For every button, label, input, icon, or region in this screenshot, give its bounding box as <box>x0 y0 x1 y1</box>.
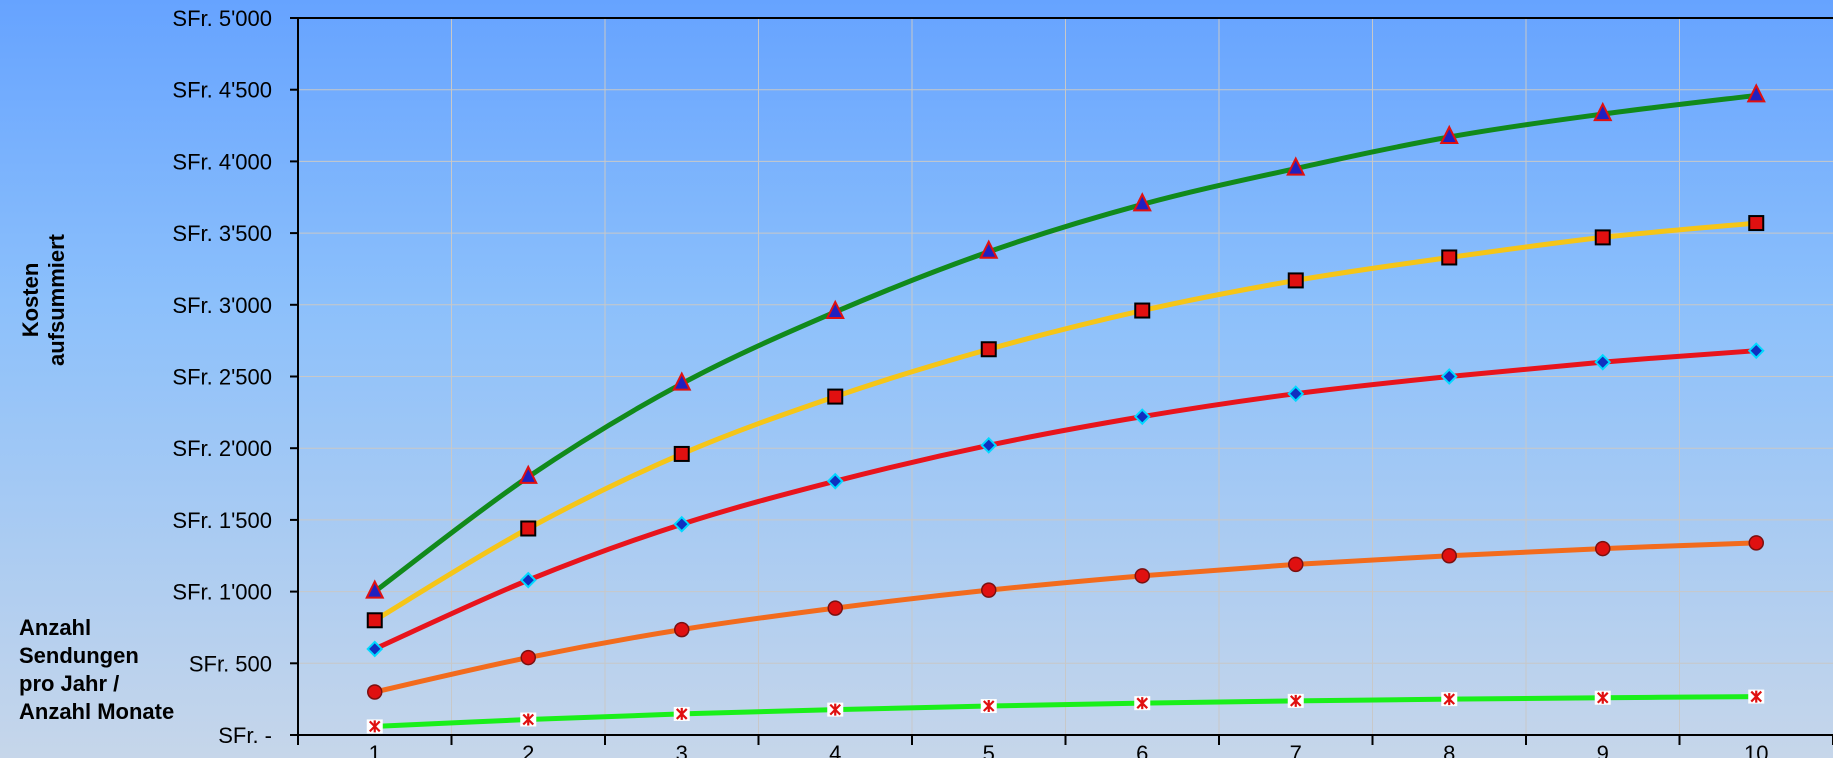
y-tick-label: SFr. 3'500 <box>172 221 272 246</box>
y-tick-label: SFr. 500 <box>189 651 272 676</box>
data-point <box>1596 691 1609 704</box>
data-point <box>366 612 383 629</box>
grid <box>298 17 1833 735</box>
y-tick-label: SFr. - <box>218 723 272 748</box>
x-tick-label: 8 <box>1443 741 1455 758</box>
data-point <box>1750 690 1763 703</box>
data-point <box>980 341 997 358</box>
data-point <box>520 649 536 666</box>
data-point <box>1133 408 1151 426</box>
x-axis-ticks: 1 2 3 4 5 6 7 8 9 10 <box>297 735 1833 758</box>
data-point <box>1593 101 1613 122</box>
data-point <box>365 579 385 599</box>
x-tick-label: 3 <box>676 741 688 758</box>
data-point <box>826 472 844 490</box>
data-point <box>827 388 844 405</box>
series-line <box>372 694 1759 729</box>
data-point <box>1443 693 1456 706</box>
data-point <box>1441 548 1457 564</box>
x-tick-label: 7 <box>1290 741 1302 758</box>
data-point <box>825 299 845 319</box>
y-tick-label: SFr. 2'000 <box>172 436 272 461</box>
series-5 <box>366 689 1765 734</box>
series-line <box>372 220 1759 623</box>
x-tick-label: 5 <box>983 741 995 758</box>
y-tick-label: SFr. 5'000 <box>172 6 272 31</box>
data-point <box>1287 272 1304 289</box>
data-point <box>827 600 843 616</box>
data-point <box>1595 540 1611 557</box>
data-point <box>1287 385 1305 403</box>
series-4 <box>367 535 1764 700</box>
y-tick-label: SFr. 3'000 <box>172 293 272 318</box>
x-axis-title: Anzahl Sendungen pro Jahr / Anzahl Monat… <box>19 615 175 724</box>
series-1 <box>365 83 1766 599</box>
x-tick-label: 6 <box>1136 741 1148 758</box>
y-tick-label: SFr. 2'500 <box>172 365 272 390</box>
data-point <box>673 445 690 462</box>
data-point <box>518 464 538 484</box>
data-point <box>366 640 384 658</box>
series-2 <box>366 215 1765 629</box>
series-group <box>365 83 1766 734</box>
data-point <box>1439 124 1459 145</box>
y-tick-label: SFr. 1'500 <box>172 508 272 533</box>
data-point <box>981 582 997 598</box>
y-tick-label: SFr. 4'000 <box>172 149 272 174</box>
series-line <box>372 540 1759 695</box>
data-point <box>1134 302 1151 319</box>
data-point <box>980 436 998 454</box>
data-point <box>1132 192 1152 212</box>
data-point <box>519 571 537 589</box>
data-point <box>1134 568 1150 584</box>
data-point <box>1594 229 1611 246</box>
series-3 <box>366 342 1765 658</box>
x-tick-label: 10 <box>1744 741 1768 758</box>
data-point <box>1440 368 1458 385</box>
y-tick-label: SFr. 1'000 <box>172 580 272 605</box>
data-point <box>1289 694 1302 707</box>
data-point <box>979 239 999 259</box>
data-point <box>522 713 535 726</box>
y-tick-label: SFr. 4'500 <box>172 78 272 103</box>
data-point <box>1441 249 1458 266</box>
data-point <box>367 684 383 700</box>
data-point <box>1286 156 1306 176</box>
data-point <box>674 621 690 638</box>
data-point <box>1288 556 1304 573</box>
data-point <box>672 371 692 391</box>
data-point <box>1594 353 1612 371</box>
x-tick-label: 9 <box>1597 741 1609 758</box>
x-tick-label: 2 <box>522 741 534 758</box>
data-point <box>673 515 691 533</box>
data-point <box>829 703 842 716</box>
y-axis-title: Kosten aufsummiert <box>14 200 74 400</box>
data-point <box>1746 83 1766 103</box>
y-axis-ticks: SFr. - SFr. 500 SFr. 1'000 SFr. 1'500 SFr. 2… <box>172 6 298 748</box>
data-point <box>1748 535 1764 551</box>
data-point <box>1136 697 1149 710</box>
data-point <box>520 520 537 537</box>
x-tick-label: 1 <box>369 741 381 758</box>
data-point <box>1748 215 1765 232</box>
y-axis-title-text: Kosten aufsummiert <box>18 233 70 367</box>
data-point <box>675 707 688 720</box>
series-line <box>372 348 1759 652</box>
series-line <box>372 92 1759 595</box>
data-point <box>982 700 995 713</box>
data-point <box>368 720 381 733</box>
data-point <box>1747 342 1765 360</box>
x-tick-label: 4 <box>829 741 841 758</box>
